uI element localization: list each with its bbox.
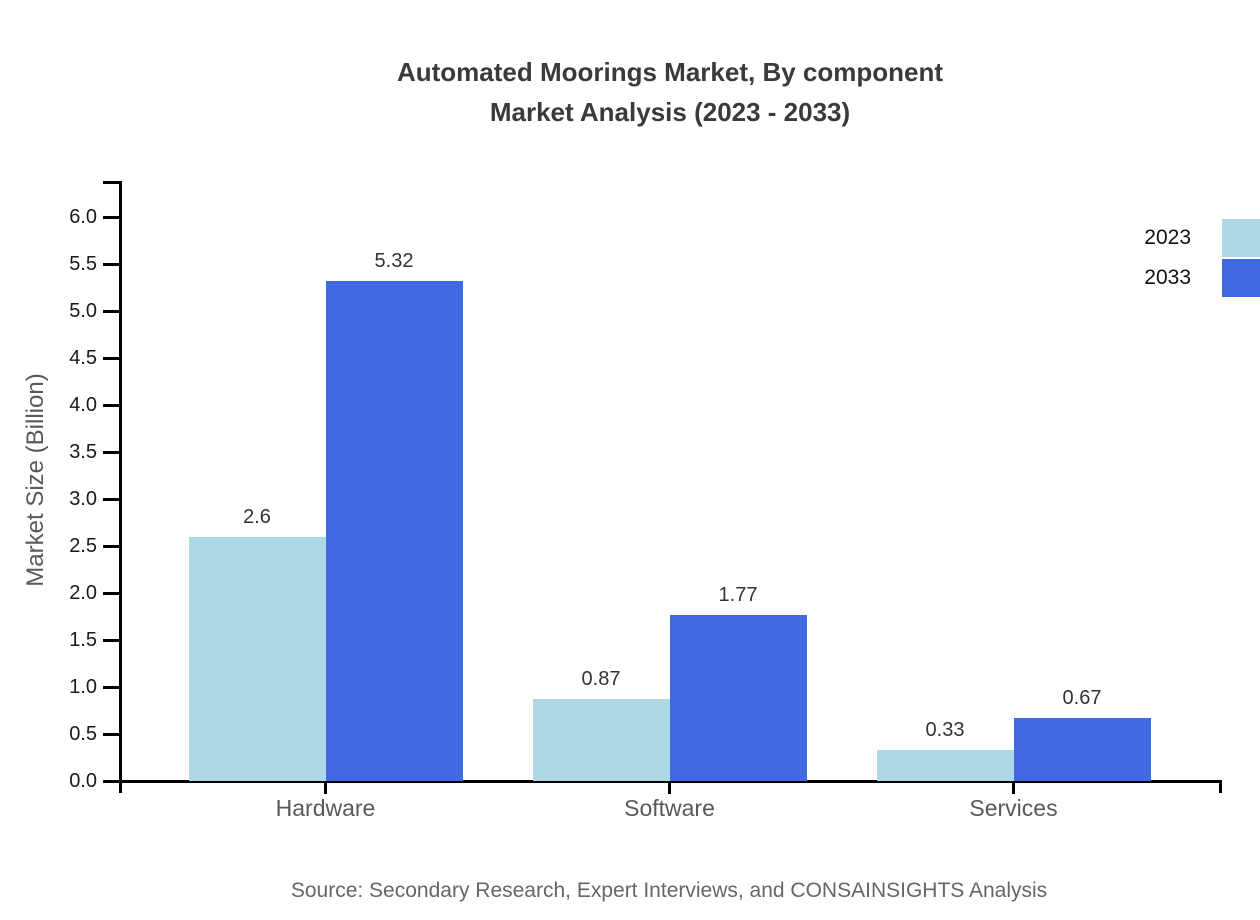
bar-2033-services — [1013, 718, 1151, 781]
source-note: Source: Secondary Research, Expert Inter… — [290, 879, 1048, 902]
x-tick-hardware — [324, 782, 327, 794]
legend: 2023 2033 — [1144, 219, 1260, 299]
x-tick-services — [1012, 782, 1015, 794]
y-tick-label-2.0: 2.0 — [69, 582, 97, 604]
legend-swatch-2033 — [1222, 259, 1260, 297]
y-axis-top-cap — [103, 181, 119, 184]
y-tick-5.5 — [103, 263, 119, 266]
bar-2023-hardware — [188, 537, 326, 781]
y-tick-label-5.0: 5.0 — [69, 300, 97, 322]
y-tick-3.5 — [103, 451, 119, 454]
y-tick-1.5 — [103, 639, 119, 642]
y-tick-4.0 — [103, 404, 119, 407]
y-tick-1.0 — [103, 686, 119, 689]
y-tick-0.0 — [103, 780, 119, 783]
category-label-hardware: Hardware — [275, 795, 376, 821]
y-tick-label-3.0: 3.0 — [69, 488, 97, 510]
legend-label-2033: 2033 — [1144, 266, 1191, 289]
value-label-2023-software: 0.87 — [581, 668, 621, 690]
y-tick-label-4.5: 4.5 — [69, 347, 97, 369]
legend-item-2023: 2023 — [1144, 219, 1260, 257]
y-tick-label-0.0: 0.0 — [69, 770, 97, 792]
bar-2023-software — [532, 699, 670, 781]
y-tick-2.5 — [103, 545, 119, 548]
y-tick-label-3.5: 3.5 — [69, 441, 97, 463]
category-label-services: Services — [969, 795, 1058, 821]
y-axis-line — [119, 181, 122, 793]
y-tick-label-5.5: 5.5 — [69, 253, 97, 275]
x-axis-line — [119, 780, 1222, 783]
value-label-2023-services: 0.33 — [925, 719, 965, 741]
y-tick-5.0 — [103, 310, 119, 313]
x-tick-software — [668, 782, 671, 794]
y-tick-2.0 — [103, 592, 119, 595]
value-label-2033-hardware: 5.32 — [374, 250, 414, 272]
value-label-2023-hardware: 2.6 — [243, 506, 271, 528]
bar-2033-hardware — [325, 281, 463, 781]
legend-swatch-2023 — [1222, 219, 1260, 257]
y-tick-6.0 — [103, 216, 119, 219]
bar-2023-services — [876, 750, 1014, 781]
chart-title-line2: Market Analysis (2023 - 2033) — [489, 97, 851, 127]
y-tick-label-0.5: 0.5 — [69, 723, 97, 745]
value-label-2033-services: 0.67 — [1062, 687, 1102, 709]
chart-title: Automated Moorings Market, By component … — [80, 52, 1260, 132]
legend-label-2023: 2023 — [1144, 226, 1191, 249]
y-tick-label-4.0: 4.0 — [69, 394, 97, 416]
y-tick-0.5 — [103, 733, 119, 736]
y-tick-label-1.0: 1.0 — [69, 676, 97, 698]
y-tick-3.0 — [103, 498, 119, 501]
bar-2033-software — [669, 615, 807, 781]
value-label-2033-software: 1.77 — [718, 584, 758, 606]
y-tick-label-6.0: 6.0 — [69, 206, 97, 228]
legend-item-2033: 2033 — [1144, 259, 1260, 297]
y-tick-4.5 — [103, 357, 119, 360]
category-label-software: Software — [624, 795, 715, 821]
y-tick-label-2.5: 2.5 — [69, 535, 97, 557]
y-tick-label-1.5: 1.5 — [69, 629, 97, 651]
chart-title-line1: Automated Moorings Market, By component — [396, 57, 944, 87]
x-axis-right-cap — [1219, 780, 1222, 793]
